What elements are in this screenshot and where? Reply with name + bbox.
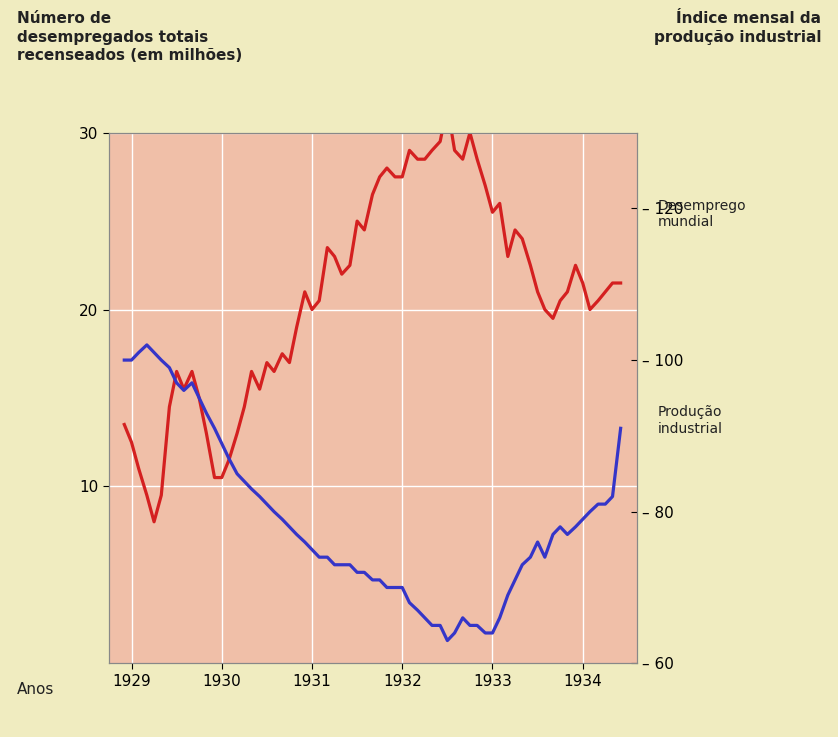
- Text: Desemprego
mundial: Desemprego mundial: [658, 199, 747, 229]
- Text: Anos: Anos: [17, 682, 54, 696]
- Text: Índice mensal da
produção industrial: Índice mensal da produção industrial: [654, 11, 821, 45]
- Text: Número de
desempregados totais
recenseados (em milhões): Número de desempregados totais recensead…: [17, 11, 242, 63]
- Text: Produção
industrial: Produção industrial: [658, 405, 723, 436]
